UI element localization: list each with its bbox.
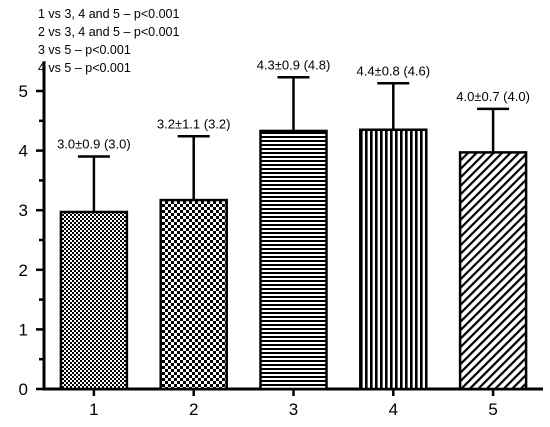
data-label-3: 4.3±0.9 (4.8) [257,57,331,72]
data-label-1: 3.0±0.9 (3.0) [57,137,131,152]
bar-2 [159,198,228,391]
x-tick-label: 5 [488,400,497,419]
data-label-4: 4.4±0.8 (4.6) [356,63,430,78]
annotation-4: 4 vs 5 – p<0.001 [38,61,131,75]
x-tick-label: 4 [389,400,398,419]
x-tick-label: 1 [89,400,98,419]
x-tick-label: 3 [289,400,298,419]
y-tick-label: 4 [19,142,28,161]
significance-notes: 1 vs 3, 4 and 5 – p<0.001 2 vs 3, 4 and … [38,7,179,75]
y-tick-label: 2 [19,261,28,280]
bar-4 [359,128,428,391]
bar-1 [59,210,129,391]
annotation-2: 2 vs 3, 4 and 5 – p<0.001 [38,25,179,39]
y-tick-label: 3 [19,201,28,220]
annotation-1: 1 vs 3, 4 and 5 – p<0.001 [38,7,179,21]
plot-area: 0 1 2 3 4 5 3.0±0.9 (3.0) 1 3.2±1.1 (3.2) 2 4.3±0.… [19,57,543,419]
data-label-5: 4.0±0.7 (4.0) [456,89,530,104]
y-tick-label: 0 [19,380,28,399]
bar-5 [458,151,528,391]
annotation-3: 3 vs 5 – p<0.001 [38,43,131,57]
data-label-2: 3.2±1.1 (3.2) [157,116,231,131]
y-tick-label: 5 [19,82,28,101]
x-tick-label: 2 [189,400,198,419]
bar-3 [259,129,328,391]
y-tick-label: 1 [19,320,28,339]
